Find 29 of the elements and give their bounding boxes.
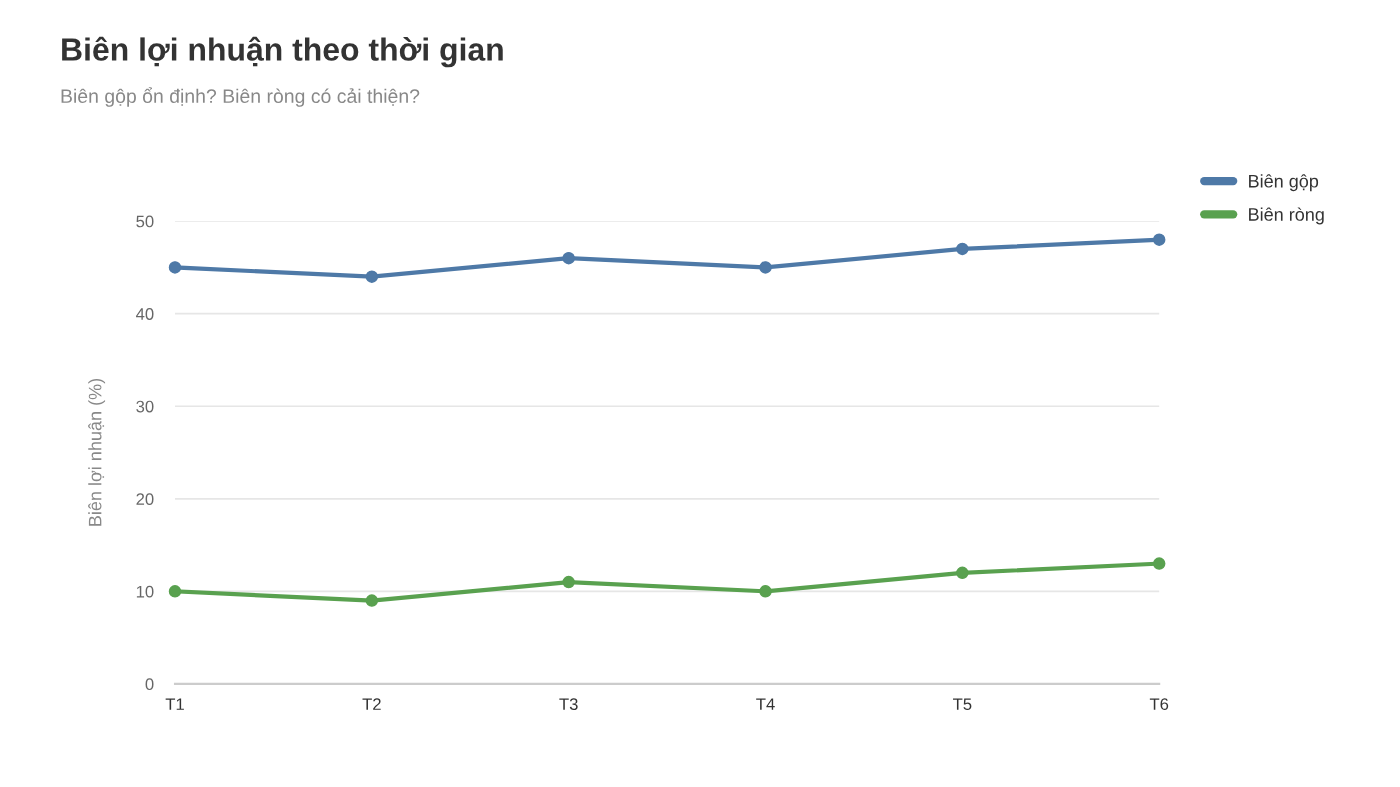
point (168, 585, 182, 598)
point (759, 585, 772, 598)
legend-label: Biên gộp (1249, 174, 1319, 192)
point (562, 575, 575, 589)
x-tick-label: T3 (559, 698, 578, 711)
chart-title: Biên lợi nhuận theo thời gian (62, 36, 503, 68)
y-tick-label: 20 (136, 493, 154, 505)
x-tick-label: T6 (1149, 698, 1169, 711)
point (956, 566, 969, 580)
point (365, 270, 379, 283)
point (1152, 233, 1166, 246)
y-tick-label: 30 (136, 400, 154, 413)
x-tick-label: T5 (953, 698, 972, 711)
point (365, 594, 379, 607)
point (168, 261, 182, 274)
legend-label: Biên ròng (1249, 207, 1324, 225)
point (562, 251, 575, 265)
x-tick-label: T2 (362, 698, 381, 710)
y-axis-title: Biên lợi nhuận (%) (88, 378, 106, 526)
point (1152, 557, 1166, 570)
x-tick-label: T1 (165, 698, 184, 710)
y-tick-label: 50 (136, 215, 154, 228)
x-tick-label: T4 (756, 698, 775, 710)
point (759, 261, 772, 274)
point (956, 242, 969, 256)
y-tick-label: 0 (145, 678, 154, 691)
y-tick-label: 40 (136, 308, 154, 320)
y-tick-label: 10 (136, 585, 154, 598)
chart-subtitle: Biên gộp ổn định? Biên ròng có cải thiện? (61, 87, 420, 107)
